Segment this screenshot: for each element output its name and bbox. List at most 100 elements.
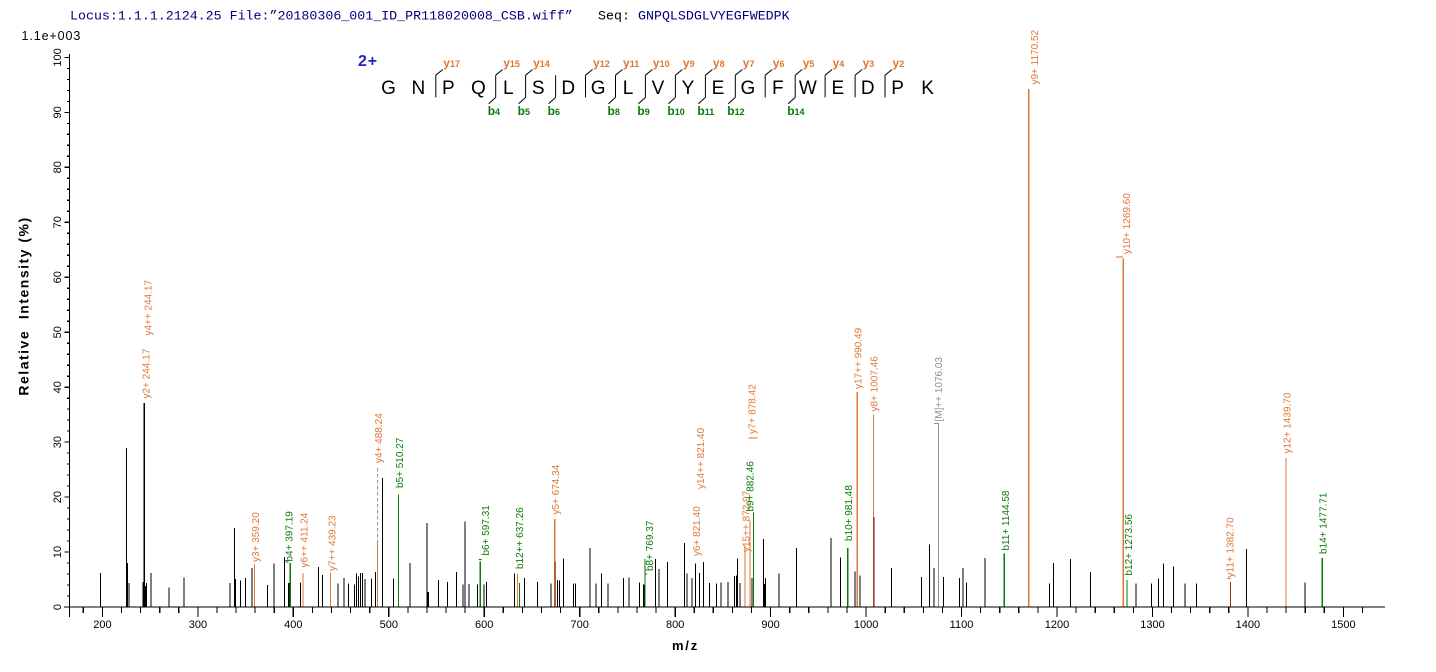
svg-text:[M]++ 1076.03: [M]++ 1076.03 (934, 357, 945, 422)
svg-text:800: 800 (666, 619, 684, 631)
svg-text:F: F (772, 78, 784, 99)
svg-text:Seq:: Seq: (598, 9, 630, 24)
svg-text:10: 10 (52, 546, 64, 558)
svg-text:y15++ 872.97: y15++ 872.97 (742, 490, 753, 552)
svg-text:20: 20 (52, 491, 64, 503)
svg-text:Locus:1.1.1.2124.25 File:”2018: Locus:1.1.1.2124.25 File:”20180306_001_I… (70, 9, 573, 24)
svg-text:y7+ 878.42: y7+ 878.42 (748, 384, 759, 434)
svg-text:K: K (921, 78, 934, 99)
svg-text:b12+ 1273.56: b12+ 1273.56 (1124, 514, 1135, 576)
svg-text:y10: y10 (653, 56, 670, 70)
svg-text:b4+ 397.19: b4+ 397.19 (284, 511, 295, 562)
svg-text:1400: 1400 (1236, 619, 1260, 631)
svg-text:b8: b8 (608, 104, 620, 118)
svg-text:Q: Q (471, 78, 486, 99)
svg-text:D: D (561, 78, 575, 99)
svg-text:100: 100 (52, 48, 64, 66)
svg-text:b6+ 597.31: b6+ 597.31 (481, 505, 492, 556)
svg-text:P: P (442, 78, 455, 99)
svg-text:b10+ 981.48: b10+ 981.48 (844, 485, 855, 541)
svg-text:700: 700 (571, 619, 589, 631)
svg-text:y7: y7 (743, 56, 755, 70)
svg-text:y11: y11 (623, 56, 639, 70)
svg-text:Relative Intensity (%): Relative Intensity (%) (16, 216, 32, 395)
svg-text:y12: y12 (593, 56, 610, 70)
svg-text:L: L (503, 78, 514, 99)
svg-text:P: P (891, 78, 904, 99)
svg-text:2+: 2+ (358, 53, 378, 70)
svg-text:1200: 1200 (1045, 619, 1069, 631)
svg-text:80: 80 (52, 161, 64, 173)
svg-text:y5+ 674.34: y5+ 674.34 (551, 464, 562, 514)
svg-text:L: L (623, 78, 634, 99)
svg-text:y8+ 1007.46: y8+ 1007.46 (869, 356, 880, 412)
svg-text:y3: y3 (863, 56, 875, 70)
svg-text:y15: y15 (503, 56, 520, 70)
svg-text:E: E (831, 78, 844, 99)
svg-text:W: W (799, 78, 817, 99)
svg-text:y17: y17 (443, 56, 460, 70)
svg-text:y3+ 359.20: y3+ 359.20 (251, 512, 262, 562)
svg-text:V: V (652, 78, 665, 99)
svg-text:b5+ 510.27: b5+ 510.27 (395, 437, 406, 488)
svg-text:b12: b12 (727, 104, 744, 118)
svg-text:400: 400 (284, 619, 302, 631)
svg-text:200: 200 (93, 619, 111, 631)
svg-text:40: 40 (52, 381, 64, 393)
svg-text:30: 30 (52, 436, 64, 448)
svg-text:y4+ 488.24: y4+ 488.24 (374, 413, 385, 463)
svg-text:y2+ 244.17: y2+ 244.17 (141, 348, 152, 398)
svg-text:y8: y8 (713, 56, 725, 70)
svg-text:y10+ 1269.60: y10+ 1269.60 (1122, 193, 1133, 254)
svg-text:y11+ 1382.70: y11+ 1382.70 (1226, 517, 1237, 578)
svg-text:b11: b11 (697, 104, 714, 118)
svg-text:y4++ 244.17: y4++ 244.17 (144, 279, 155, 335)
svg-text:b14: b14 (787, 104, 804, 118)
svg-text:500: 500 (380, 619, 398, 631)
svg-text:1300: 1300 (1140, 619, 1164, 631)
svg-text:y4: y4 (833, 56, 845, 70)
svg-text:b6: b6 (548, 104, 560, 118)
svg-text:b14+ 1477.71: b14+ 1477.71 (1319, 492, 1330, 554)
svg-text:b9: b9 (637, 104, 649, 118)
svg-text:50: 50 (52, 326, 64, 338)
svg-text:600: 600 (475, 619, 493, 631)
svg-text:GNPQLSDGLVYEGFWEDPK: GNPQLSDGLVYEGFWEDPK (638, 9, 790, 24)
svg-text:y9: y9 (683, 56, 695, 70)
svg-text:D: D (861, 78, 875, 99)
svg-text:y6++ 411.24: y6++ 411.24 (300, 512, 311, 567)
svg-text:N: N (412, 78, 426, 99)
svg-text:1000: 1000 (854, 619, 878, 631)
svg-text:G: G (591, 78, 606, 99)
svg-text:300: 300 (189, 619, 207, 631)
svg-text:G: G (741, 78, 756, 99)
svg-text:60: 60 (52, 271, 64, 283)
svg-text:E: E (712, 78, 725, 99)
svg-text:y12+ 1439.70: y12+ 1439.70 (1282, 392, 1293, 453)
svg-text:70: 70 (52, 216, 64, 228)
svg-text:y17++ 990.49: y17++ 990.49 (853, 327, 864, 389)
svg-text:b4: b4 (488, 104, 500, 118)
svg-text:Y: Y (682, 78, 695, 99)
svg-text:S: S (532, 78, 545, 99)
svg-text:b11+ 1144.58: b11+ 1144.58 (1001, 490, 1012, 550)
svg-text:b12++ 637.26: b12++ 637.26 (515, 507, 526, 569)
svg-text:y6: y6 (773, 56, 785, 70)
svg-text:y5: y5 (803, 56, 815, 70)
svg-text:1500: 1500 (1331, 619, 1355, 631)
svg-text:G: G (381, 78, 396, 99)
svg-text:b9+ 882.46: b9+ 882.46 (746, 461, 757, 512)
svg-text:90: 90 (52, 106, 64, 118)
svg-text:b10: b10 (667, 104, 684, 118)
svg-text:1100: 1100 (950, 619, 974, 631)
svg-text:y14++ 821.40: y14++ 821.40 (696, 427, 707, 489)
svg-text:y2: y2 (893, 56, 905, 70)
svg-text:y6+ 821.40: y6+ 821.40 (692, 506, 703, 556)
svg-text:b8+ 769.37: b8+ 769.37 (645, 520, 656, 571)
svg-text:m/z: m/z (672, 638, 699, 653)
svg-text:y14: y14 (533, 56, 550, 70)
svg-text:y7++ 439.23: y7++ 439.23 (327, 515, 338, 571)
svg-text:900: 900 (761, 619, 779, 631)
svg-text:b5: b5 (518, 104, 530, 118)
svg-text:1.1e+003: 1.1e+003 (22, 29, 82, 43)
